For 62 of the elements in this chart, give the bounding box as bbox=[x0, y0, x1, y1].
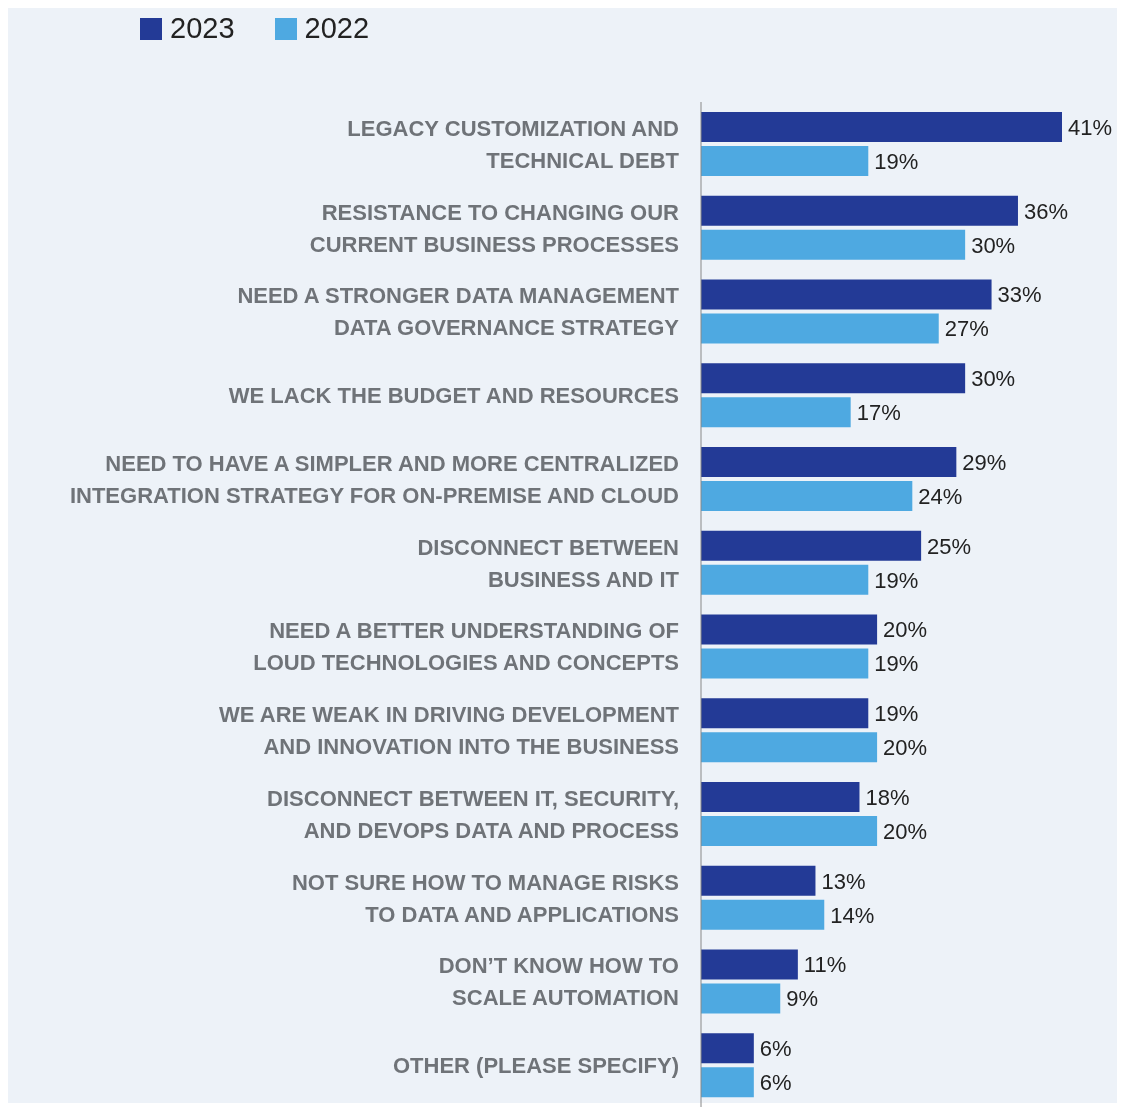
bar bbox=[701, 481, 913, 511]
data-label: 20% bbox=[883, 735, 928, 761]
bar bbox=[701, 816, 878, 846]
bar bbox=[701, 949, 798, 980]
data-label: 20% bbox=[883, 617, 928, 643]
data-label: 6% bbox=[759, 1036, 792, 1062]
data-label: 30% bbox=[971, 232, 1016, 258]
bar bbox=[701, 530, 922, 561]
y-tick-label: WE LACK THE BUDGET AND RESOURCES bbox=[228, 382, 679, 408]
data-label: 11% bbox=[803, 952, 847, 978]
y-tick-label: RESISTANCE TO CHANGING OUR CURRENT BUSINESS PROCESSES bbox=[309, 199, 680, 257]
bar bbox=[701, 195, 1018, 226]
data-label: 18% bbox=[865, 784, 910, 810]
bar bbox=[701, 782, 860, 812]
data-label: 17% bbox=[856, 400, 901, 426]
y-tick-label: DISCONNECT BETWEEN BUSINESS AND IT bbox=[417, 534, 680, 592]
data-label: 6% bbox=[759, 1070, 792, 1096]
y-tick-label: NEED A BETTER UNDERSTANDING OF LOUD TECHNOLOGIES AND CONCEPTS bbox=[253, 617, 679, 675]
bar bbox=[701, 648, 869, 679]
data-label: 36% bbox=[1023, 198, 1069, 224]
data-label: 13% bbox=[821, 868, 866, 894]
data-label: 25% bbox=[927, 533, 972, 559]
data-label: 19% bbox=[874, 651, 919, 677]
data-label: 33% bbox=[997, 282, 1042, 308]
legend-label: 2023 bbox=[169, 12, 235, 45]
bar bbox=[701, 397, 851, 428]
y-tick-label: OTHER (PLEASE SPECIFY) bbox=[392, 1052, 679, 1078]
bar bbox=[701, 279, 992, 310]
y-tick-label: WE ARE WEAK IN DRIVING DEVELOPMENT AND INNOVATION INTO THE BUSINESS bbox=[219, 701, 680, 759]
y-tick-label: NEED TO HAVE A SIMPLER AND MORE CENTRALIZED INTEGRATION STRATEGY FOR ON-PREMISE AND CLOUD bbox=[69, 450, 679, 508]
data-label: 24% bbox=[918, 483, 963, 509]
bar bbox=[701, 732, 878, 763]
bar bbox=[701, 1067, 754, 1098]
data-label: 29% bbox=[962, 449, 1007, 475]
y-tick-label: NEED A STRONGER DATA MANAGEMENT DATA GOVERNANCE STRATEGY bbox=[237, 282, 680, 340]
data-label: 27% bbox=[944, 316, 989, 342]
bar bbox=[701, 698, 869, 729]
bar bbox=[701, 899, 825, 930]
bar bbox=[701, 564, 869, 595]
y-tick-label: LEGACY CUSTOMIZATION AND TECHNICAL DEBT bbox=[347, 115, 680, 173]
data-label: 20% bbox=[883, 818, 928, 844]
bar bbox=[701, 146, 869, 176]
data-label: 30% bbox=[971, 366, 1016, 392]
bar bbox=[701, 229, 966, 260]
bar bbox=[701, 447, 957, 477]
data-label: 19% bbox=[874, 701, 919, 727]
y-tick-label: DISCONNECT BETWEEN IT, SECURITY, AND DEVOPS DATA AND PROCESS bbox=[267, 785, 679, 843]
bar bbox=[701, 614, 878, 645]
data-label: 9% bbox=[786, 986, 819, 1012]
y-tick-label: NOT SURE HOW TO MANAGE RISKS TO DATA AND APPLICATIONS bbox=[291, 869, 679, 927]
data-label: 19% bbox=[874, 567, 919, 593]
bar bbox=[701, 112, 1062, 142]
legend-label: 2022 bbox=[303, 12, 370, 45]
bar bbox=[701, 1033, 754, 1064]
bar bbox=[701, 363, 966, 394]
data-label: 41% bbox=[1068, 114, 1113, 140]
bar bbox=[701, 865, 816, 896]
bar bbox=[701, 313, 939, 344]
data-label: 14% bbox=[830, 902, 875, 928]
data-label: 19% bbox=[874, 148, 919, 174]
bar bbox=[701, 983, 781, 1014]
y-tick-label: DON’T KNOW HOW TO SCALE AUTOMATION bbox=[438, 952, 679, 1010]
